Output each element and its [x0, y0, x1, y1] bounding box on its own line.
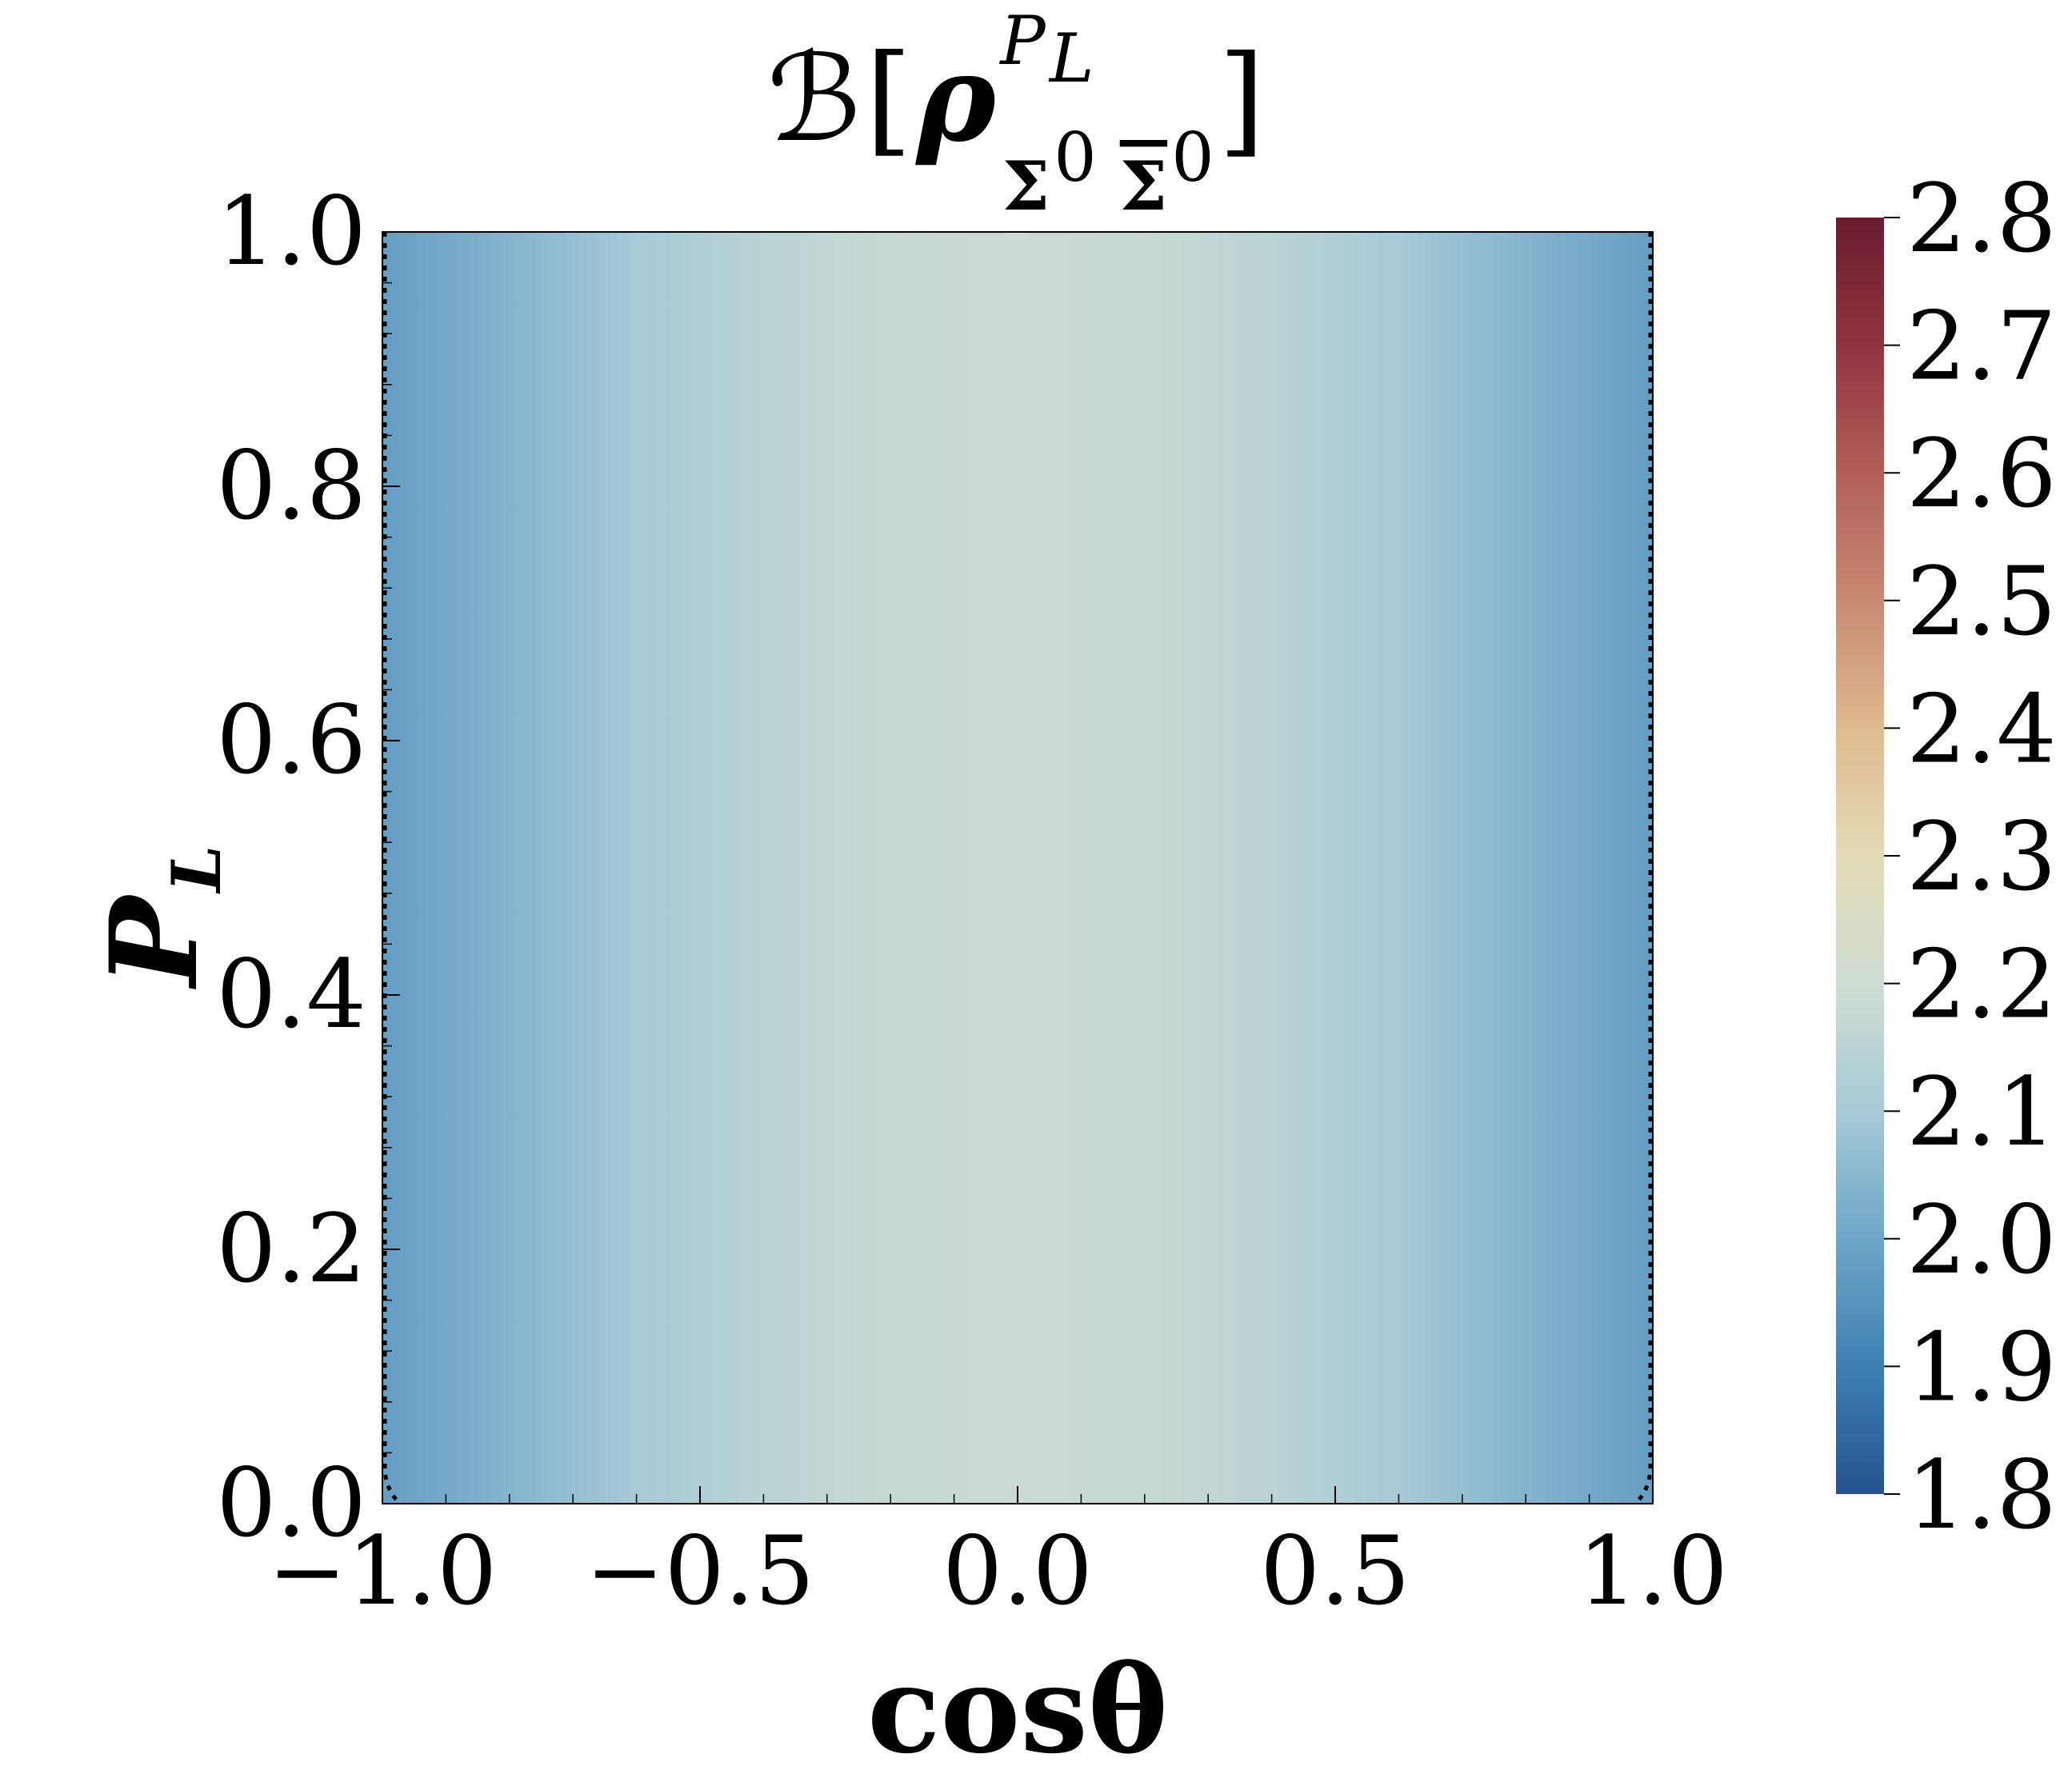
colorbar: 1.8 1.9 2.0 2.1 2.2 2.3 2.4 2.5 2.6 2.7 2.8: [1836, 163, 2057, 1550]
colorbar-bar: [1836, 218, 1884, 1494]
colorbar-tick-label: 2.1: [1906, 1057, 2057, 1167]
plot-area: −1.0 −0.5 0.0 0.5 1.0 0.0 0.2 0.4 0.6 0.8 1.0: [216, 176, 1728, 1626]
y-tick-label: 0.2: [216, 1193, 366, 1304]
title-close-bracket: ]: [1218, 30, 1266, 170]
y-axis-ticks: 0.0 0.2 0.4 0.6 0.8 1.0: [216, 176, 400, 1558]
title-open-bracket: [: [866, 30, 913, 169]
title-script-b: ℬ: [767, 30, 862, 169]
x-axis-ticks: −1.0 −0.5 0.0 0.5 1.0: [268, 1486, 1728, 1626]
x-tick-label: 1.0: [1578, 1516, 1728, 1626]
title-sub-zero-bar: 0: [1171, 118, 1214, 197]
x-tick-label: −1.0: [268, 1516, 498, 1626]
title-superscript-p: P: [998, 2, 1046, 80]
x-tick-label: −0.5: [586, 1516, 815, 1626]
y-axis-label-sub: L: [157, 845, 236, 894]
colorbar-tick-label: 1.9: [1906, 1312, 2057, 1422]
colorbar-tick-label: 2.3: [1906, 801, 2057, 912]
contour-line-left: [382, 232, 402, 1505]
colorbar-tick-label: 1.8: [1906, 1440, 2057, 1550]
contour-lines: [382, 232, 1653, 1505]
y-tick-label: 1.0: [216, 176, 366, 286]
x-axis-label: cosθ: [867, 1640, 1168, 1778]
colorbar-tick-label: 2.8: [1906, 163, 2057, 274]
colorbar-tick-label: 2.4: [1906, 673, 2057, 784]
y-tick-label: 0.6: [216, 685, 366, 795]
title-superscript-l: L: [1048, 19, 1094, 98]
y-axis-label-main: P: [84, 893, 225, 989]
x-tick-label: 0.5: [1260, 1516, 1410, 1626]
contour-line-right: [1634, 232, 1653, 1505]
colorbar-tick-label: 2.6: [1906, 418, 2057, 529]
heatmap-field: [382, 232, 1653, 1504]
y-tick-label: 0.8: [216, 430, 366, 541]
title-sub-sigma: Σ: [1002, 146, 1050, 226]
colorbar-tick-label: 2.5: [1906, 546, 2057, 657]
colorbar-tick-label: 2.0: [1906, 1185, 2057, 1295]
title-sub-zero: 0: [1054, 118, 1096, 197]
title-rho: ρ: [914, 28, 997, 169]
colorbar-ticks: 1.8 1.9 2.0 2.1 2.2 2.3 2.4 2.5 2.6 2.7 2.8: [1884, 163, 2057, 1550]
colorbar-tick-label: 2.7: [1906, 291, 2057, 402]
title-sub-sigma-bar: Σ: [1120, 146, 1167, 226]
colorbar-tick-label: 2.2: [1906, 929, 2057, 1040]
chart-title: ℬ [ ρ P L Σ 0 Σ 0 ]: [767, 2, 1266, 226]
y-tick-label: 0.4: [216, 939, 366, 1049]
x-tick-label: 0.0: [942, 1516, 1093, 1626]
y-axis-label: P L: [84, 845, 236, 990]
y-tick-label: 0.0: [216, 1448, 366, 1558]
